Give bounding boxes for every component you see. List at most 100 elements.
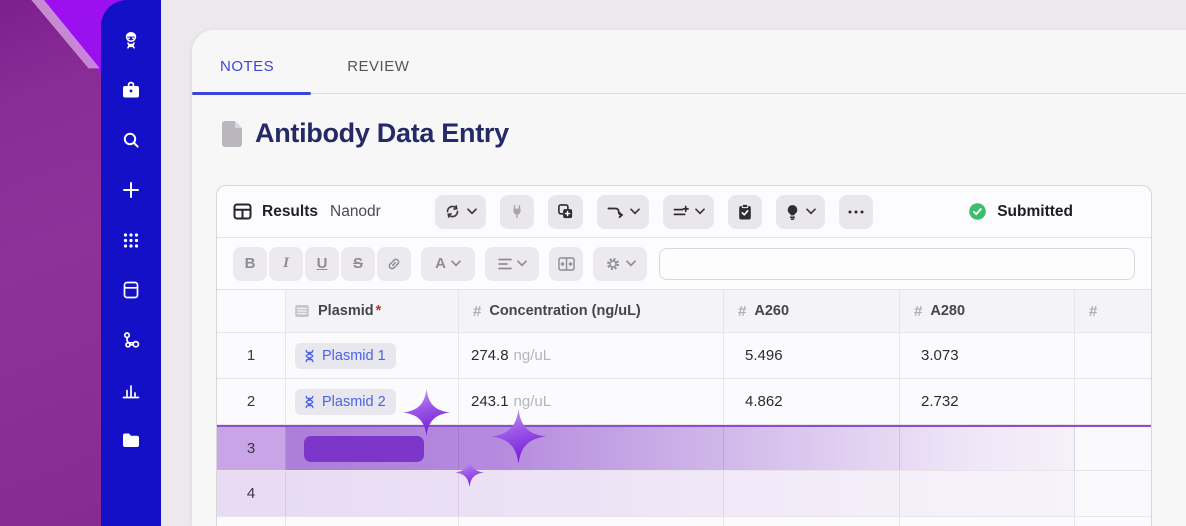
duplicate-add-button[interactable]	[547, 194, 583, 229]
a280-cell[interactable]	[900, 517, 1075, 526]
plasmid-chip-label: Plasmid 1	[322, 347, 386, 364]
a260-cell[interactable]	[724, 471, 900, 516]
plasmid-chip[interactable]: Plasmid 2	[295, 388, 396, 415]
tab-review[interactable]: REVIEW	[347, 58, 410, 75]
text-color-button[interactable]: A	[421, 246, 475, 281]
folder-icon[interactable]	[119, 428, 143, 452]
results-panel: Results Nanodr	[216, 185, 1152, 526]
chevron-down-icon	[516, 260, 527, 267]
table-settings-button[interactable]	[593, 246, 647, 281]
extra-cell[interactable]	[1075, 517, 1151, 526]
a280-cell[interactable]	[900, 471, 1075, 516]
column-header-concentration[interactable]: # Concentration (ng/uL)	[459, 290, 724, 332]
extra-cell[interactable]	[1075, 427, 1151, 470]
link-icon	[388, 258, 400, 269]
column-header-a280[interactable]: # A280	[900, 290, 1075, 332]
plasmid-cell[interactable]	[286, 427, 459, 470]
entity-list-icon	[295, 305, 309, 317]
row-number-cell[interactable]: 3	[217, 427, 286, 470]
pending-plasmid-chip	[304, 435, 424, 462]
document-icon	[222, 120, 242, 147]
extra-cell[interactable]	[1075, 471, 1151, 516]
row-number-cell[interactable]: 2	[217, 379, 286, 424]
extra-cell[interactable]	[1075, 379, 1151, 424]
results-toolbar	[434, 194, 873, 229]
column-header-extra[interactable]: #	[1075, 290, 1151, 332]
table-row: 1 Plasmid 1 274.8 ng/uL 5.496 3.073	[217, 333, 1151, 379]
more-ellipsis-icon	[848, 210, 864, 213]
column-header-plasmid[interactable]: Plasmid *	[286, 290, 459, 332]
plasmid-cell[interactable]: Plasmid 2	[286, 379, 459, 424]
plasmid-cell[interactable]	[286, 471, 459, 516]
italic-button[interactable]: I	[269, 246, 303, 281]
a260-cell[interactable]	[724, 517, 900, 526]
chevron-down-icon	[451, 260, 461, 267]
more-button[interactable]	[838, 194, 873, 229]
bold-button[interactable]: B	[233, 246, 267, 281]
concentration-cell[interactable]	[459, 517, 724, 526]
align-button[interactable]	[485, 246, 539, 281]
bar-chart-icon[interactable]	[119, 378, 143, 402]
strikethrough-button[interactable]: S	[341, 246, 375, 281]
clipboard-check-icon	[739, 203, 751, 219]
a260-cell[interactable]: 4.862	[724, 379, 900, 424]
text-color-label: A	[435, 255, 446, 272]
concentration-value: 274.8	[471, 347, 509, 364]
concentration-cell[interactable]	[459, 427, 724, 470]
link-button[interactable]	[377, 246, 411, 281]
status-badge[interactable]: Submitted	[968, 202, 1073, 221]
formula-input[interactable]	[659, 247, 1135, 280]
underline-button[interactable]: U	[305, 246, 339, 281]
route-button[interactable]	[596, 194, 649, 229]
a260-cell[interactable]	[724, 427, 900, 470]
concentration-header-label: Concentration (ng/uL)	[489, 303, 641, 319]
plasmid-cell[interactable]: Plasmid 1	[286, 333, 459, 378]
clipboard-check-button[interactable]	[727, 194, 762, 229]
plasmid-chip[interactable]: Plasmid 1	[295, 342, 396, 369]
row-number-cell[interactable]	[217, 517, 286, 526]
merge-cells-button[interactable]	[549, 246, 583, 281]
strikethrough-label: S	[352, 255, 363, 272]
a280-cell[interactable]: 3.073	[900, 333, 1075, 378]
main-content-card: NOTES REVIEW Antibody Data Entry Results…	[192, 30, 1186, 526]
notebook-icon[interactable]	[119, 278, 143, 302]
concentration-cell[interactable]	[459, 471, 724, 516]
plus-icon[interactable]	[119, 178, 143, 202]
add-filter-button[interactable]	[662, 194, 714, 229]
concentration-value: 243.1	[471, 393, 509, 410]
column-header-a260[interactable]: # A260	[724, 290, 900, 332]
refresh-icon	[446, 205, 459, 218]
workflow-icon[interactable]	[119, 328, 143, 352]
table-icon	[233, 203, 252, 220]
search-icon[interactable]	[119, 128, 143, 152]
apps-grid-icon[interactable]	[119, 228, 143, 252]
dna-icon	[305, 395, 314, 408]
align-left-icon	[497, 258, 512, 269]
chevron-down-icon	[805, 208, 816, 215]
extra-cell[interactable]	[1075, 333, 1151, 378]
gear-icon	[606, 257, 619, 270]
dna-icon	[305, 349, 314, 362]
a280-cell[interactable]	[900, 427, 1075, 470]
corner-header-cell[interactable]	[217, 290, 286, 332]
refresh-button[interactable]	[434, 194, 486, 229]
concentration-cell[interactable]: 243.1 ng/uL	[459, 379, 724, 424]
page-title: Antibody Data Entry	[255, 118, 509, 148]
plug-button[interactable]	[499, 194, 534, 229]
plasmid-cell[interactable]	[286, 517, 459, 526]
a280-cell[interactable]: 2.732	[900, 379, 1075, 424]
tab-notes[interactable]: NOTES	[192, 58, 312, 95]
table-row-autofilling: 3	[217, 425, 1151, 471]
chevron-down-icon	[466, 208, 477, 215]
concentration-cell[interactable]: 274.8 ng/uL	[459, 333, 724, 378]
lightbulb-icon	[787, 204, 798, 220]
briefcase-icon[interactable]	[119, 78, 143, 102]
row-number-cell[interactable]: 4	[217, 471, 286, 516]
a260-cell[interactable]: 5.496	[724, 333, 900, 378]
results-panel-header: Results Nanodr	[217, 186, 1151, 238]
unit-label: ng/uL	[513, 347, 552, 364]
row-number-cell[interactable]: 1	[217, 333, 286, 378]
insights-button[interactable]	[775, 194, 825, 229]
scientist-avatar-icon[interactable]	[119, 28, 143, 52]
